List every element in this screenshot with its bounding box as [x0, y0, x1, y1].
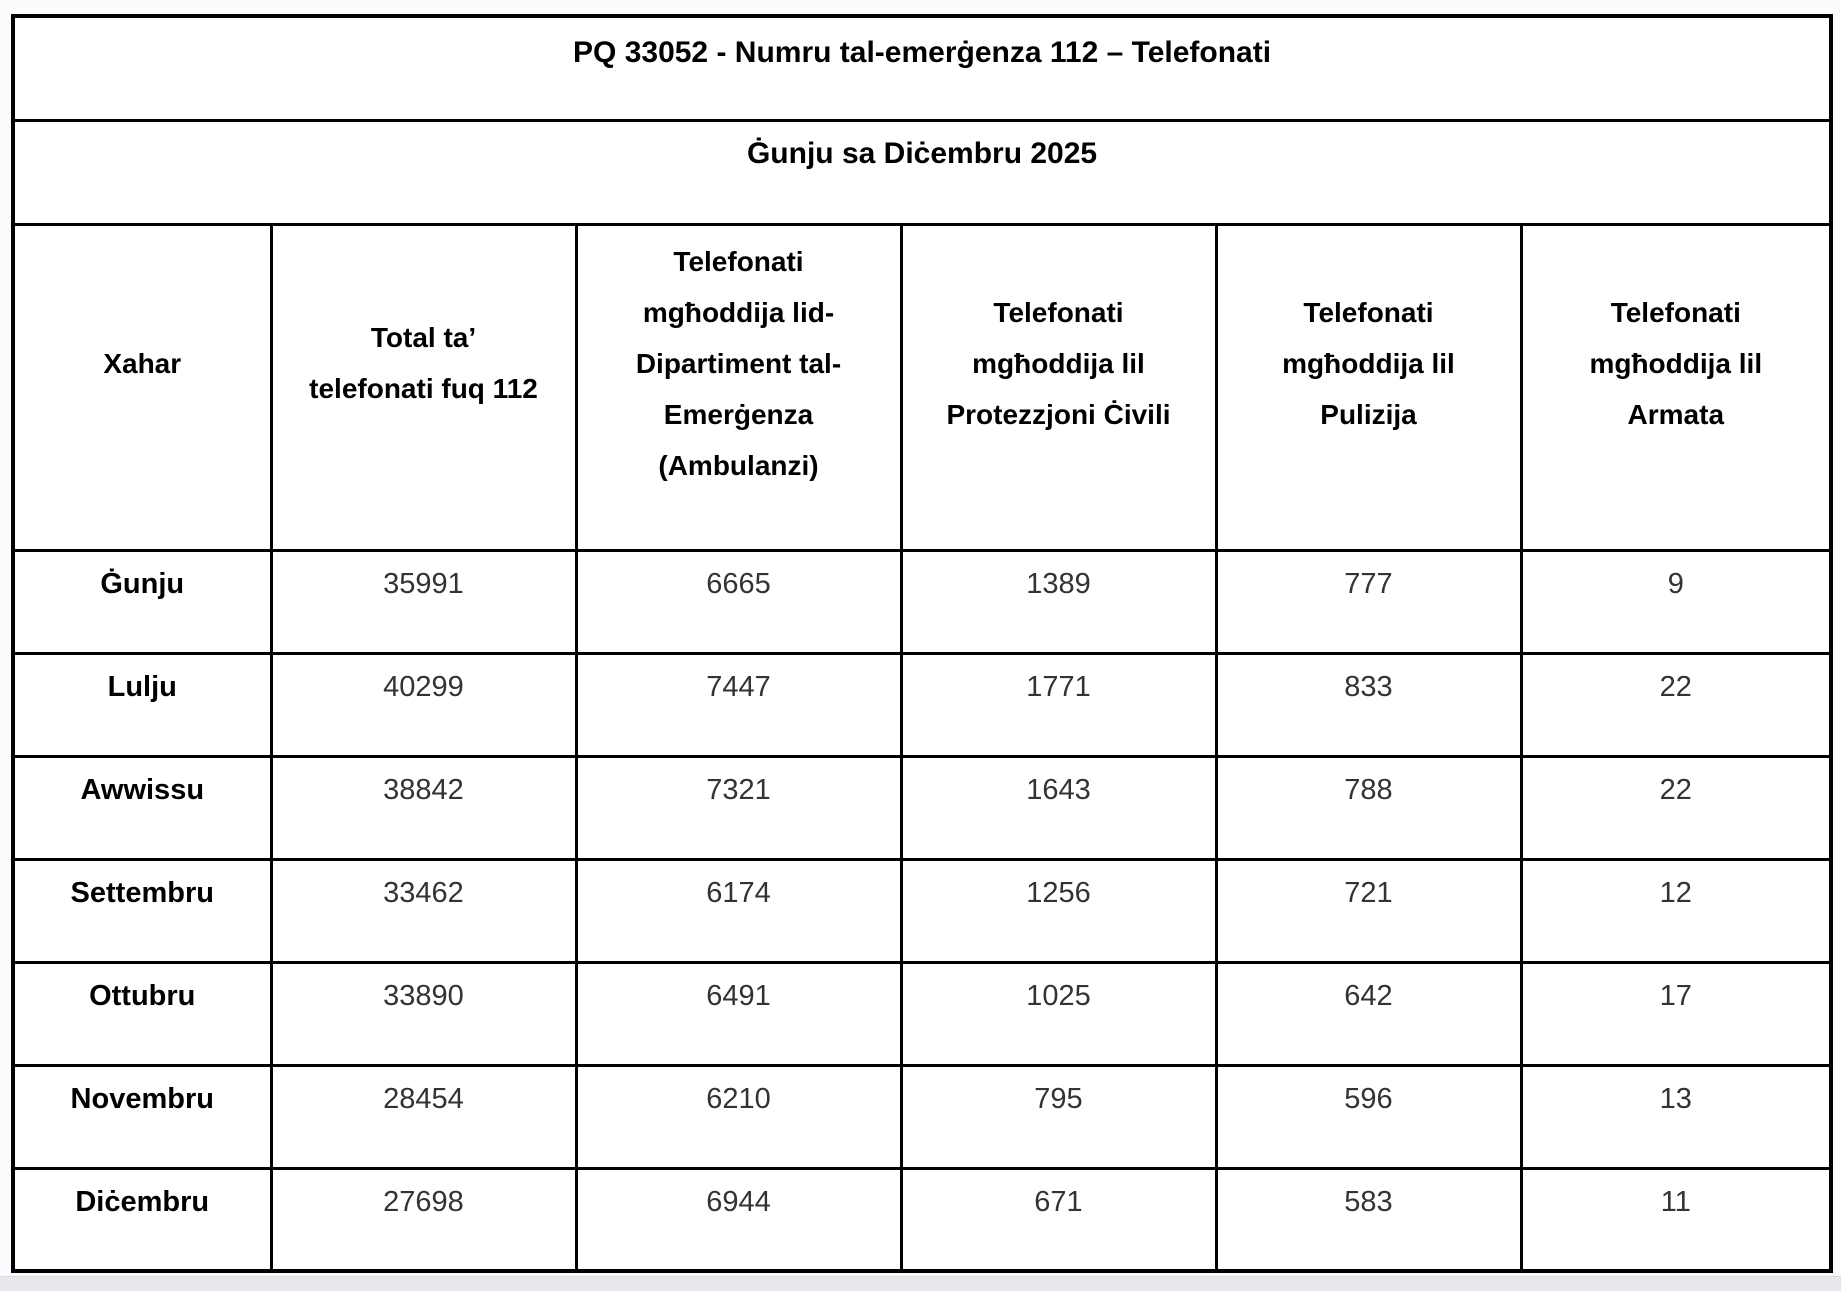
table-row-dicembru: Diċembru 27698 6944 671 583 11: [11, 1166, 1833, 1273]
value-cell: 6665: [574, 548, 903, 655]
table-title-row: PQ 33052 - Numru tal-emerġenza 112 – Tel…: [11, 14, 1833, 122]
value-cell: 1771: [899, 651, 1218, 758]
value-cell: 583: [1214, 1166, 1523, 1273]
value-cell: 28454: [269, 1063, 578, 1170]
column-header-protezzjoni-civili: Telefonati mgħoddija lil Protezzjoni Ċiv…: [899, 222, 1218, 552]
table-row-awwissu: Awwissu 38842 7321 1643 788 22: [11, 754, 1833, 861]
table-row-novembru: Novembru 28454 6210 795 596 13: [11, 1063, 1833, 1170]
value-cell: 7321: [574, 754, 903, 861]
value-cell: 6491: [574, 960, 903, 1067]
month-cell: Diċembru: [11, 1166, 273, 1273]
month-cell: Settembru: [11, 857, 273, 964]
value-cell: 12: [1519, 857, 1833, 964]
value-cell: 1256: [899, 857, 1218, 964]
value-cell: 1643: [899, 754, 1218, 861]
value-cell: 35991: [269, 548, 578, 655]
table-subtitle: Ġunju sa Diċembru 2025: [11, 118, 1833, 226]
value-cell: 788: [1214, 754, 1523, 861]
value-cell: 38842: [269, 754, 578, 861]
value-cell: 22: [1519, 754, 1833, 861]
value-cell: 40299: [269, 651, 578, 758]
table-row-settembru: Settembru 33462 6174 1256 721 12: [11, 857, 1833, 964]
month-cell: Lulju: [11, 651, 273, 758]
value-cell: 11: [1519, 1166, 1833, 1273]
month-cell: Awwissu: [11, 754, 273, 861]
month-cell: Ġunju: [11, 548, 273, 655]
column-header-xahar: Xahar: [11, 222, 273, 552]
value-cell: 721: [1214, 857, 1523, 964]
value-cell: 833: [1214, 651, 1523, 758]
value-cell: 13: [1519, 1063, 1833, 1170]
month-cell: Novembru: [11, 1063, 273, 1170]
value-cell: 22: [1519, 651, 1833, 758]
table-row-gunju: Ġunju 35991 6665 1389 777 9: [11, 548, 1833, 655]
table-row-lulju: Lulju 40299 7447 1771 833 22: [11, 651, 1833, 758]
value-cell: 33462: [269, 857, 578, 964]
value-cell: 27698: [269, 1166, 578, 1273]
value-cell: 9: [1519, 548, 1833, 655]
window-bottom-edge: [0, 1276, 1841, 1291]
value-cell: 596: [1214, 1063, 1523, 1170]
column-header-pulizija: Telefonati mgħoddija lil Pulizija: [1214, 222, 1523, 552]
month-cell: Ottubru: [11, 960, 273, 1067]
value-cell: 6210: [574, 1063, 903, 1170]
column-header-armata: Telefonati mgħoddija lil Armata: [1519, 222, 1833, 552]
value-cell: 642: [1214, 960, 1523, 1067]
value-cell: 795: [899, 1063, 1218, 1170]
table-subtitle-row: Ġunju sa Diċembru 2025: [11, 118, 1833, 226]
value-cell: 6944: [574, 1166, 903, 1273]
value-cell: 17: [1519, 960, 1833, 1067]
table-row-ottubru: Ottubru 33890 6491 1025 642 17: [11, 960, 1833, 1067]
value-cell: 33890: [269, 960, 578, 1067]
column-header-ambulanzi: Telefonati mgħoddija lid-Dipartiment tal…: [574, 222, 903, 552]
value-cell: 1025: [899, 960, 1218, 1067]
table-header-row: Xahar Total ta’ telefonati fuq 112 Telef…: [11, 222, 1833, 552]
value-cell: 7447: [574, 651, 903, 758]
table-title: PQ 33052 - Numru tal-emerġenza 112 – Tel…: [11, 14, 1833, 122]
pq-112-calls-table: PQ 33052 - Numru tal-emerġenza 112 – Tel…: [11, 14, 1834, 1273]
value-cell: 671: [899, 1166, 1218, 1273]
value-cell: 1389: [899, 548, 1218, 655]
value-cell: 777: [1214, 548, 1523, 655]
column-header-total-112: Total ta’ telefonati fuq 112: [269, 222, 578, 552]
value-cell: 6174: [574, 857, 903, 964]
